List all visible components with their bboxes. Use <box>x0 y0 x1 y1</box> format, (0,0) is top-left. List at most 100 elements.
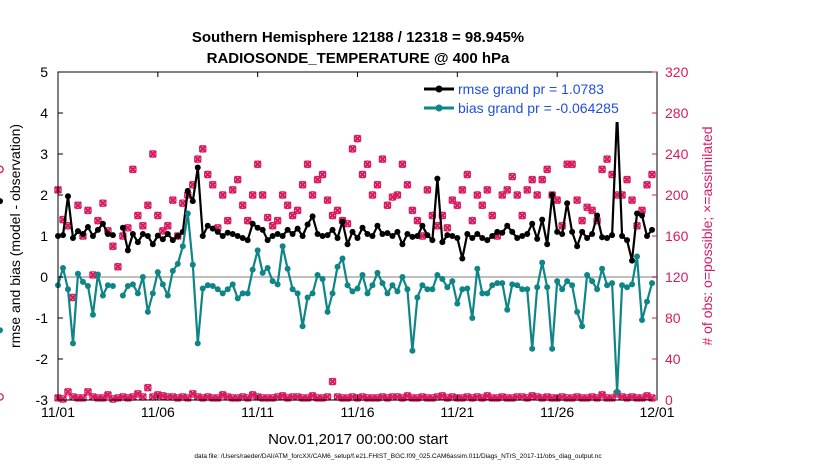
obs-series-assimilated <box>233 175 242 184</box>
obs-series-assimilated <box>528 175 537 184</box>
bias-point <box>164 292 171 299</box>
y-tick-label: -3 <box>36 392 49 408</box>
x-tick-label: 11/26 <box>540 404 574 420</box>
y-axis-label: rmse and bias (model - observation) <box>7 124 23 348</box>
bias-point <box>459 286 466 293</box>
obs-series-assimilated <box>398 160 407 169</box>
bias-point <box>404 286 411 293</box>
obs-low-assimilated <box>323 392 332 401</box>
y-right-tick-label: 280 <box>665 105 689 121</box>
bias-point <box>314 271 321 278</box>
x-axis: 11/01 11/06 11/11 11/16 11/21 11/26 12/01 <box>41 72 675 420</box>
legend-rmse-marker <box>435 85 443 93</box>
rmse-point <box>389 233 396 239</box>
rmse-point <box>394 228 401 235</box>
rmse-point <box>284 226 291 233</box>
obs-series-assimilated <box>403 180 412 189</box>
obs-series-assimilated <box>603 155 612 164</box>
obs-series-assimilated <box>113 262 122 271</box>
bias-point <box>59 264 66 271</box>
bias-point <box>284 265 291 272</box>
x-axis-label: Nov.01,2017 00:00:00 start <box>268 431 449 448</box>
rmse-point <box>309 213 316 220</box>
bias-point <box>129 281 136 288</box>
rmse-point <box>419 222 426 229</box>
obs-series-assimilated <box>293 206 302 215</box>
bias-point <box>594 286 601 293</box>
bias-point <box>474 265 481 272</box>
rmse-point <box>139 230 146 237</box>
bias-point <box>169 267 176 274</box>
bias-point <box>399 274 406 280</box>
obs-series-possible <box>193 155 202 163</box>
obs-series-assimilated <box>423 185 432 194</box>
bias-point <box>334 263 341 270</box>
obs-series-possible <box>623 175 631 184</box>
obs-series-possible <box>378 155 387 163</box>
obs-series-assimilated <box>368 191 377 199</box>
obs-low-possible <box>648 394 656 402</box>
bias-point <box>529 345 536 352</box>
bias-point <box>79 278 86 285</box>
obs-series-possible <box>173 232 182 240</box>
obs-series-assimilated <box>248 191 257 199</box>
rmse-point <box>109 232 116 239</box>
obs-series-possible <box>109 242 117 251</box>
series-layer <box>0 110 656 395</box>
obs-series-possible <box>333 206 342 215</box>
bias-point <box>259 269 266 276</box>
obs-low-possible <box>423 394 432 402</box>
obs-series-assimilated <box>208 180 217 189</box>
obs-series-assimilated <box>568 160 577 169</box>
x-tick-label: 11/21 <box>440 404 474 420</box>
bias-point <box>534 284 541 291</box>
obs-low-assimilated <box>143 383 152 392</box>
rmse-point <box>264 237 271 244</box>
obs-series-assimilated <box>128 165 137 174</box>
obs-series-assimilated <box>503 185 512 194</box>
obs-low-assimilated <box>138 392 147 401</box>
rmse-point <box>304 221 311 228</box>
rmse-point <box>529 220 536 227</box>
obs-series-assimilated <box>323 196 332 205</box>
rmse-point <box>299 233 306 239</box>
rmse-point <box>204 222 211 229</box>
x-tick-label: 11/11 <box>241 404 274 420</box>
rmse-point <box>509 228 516 235</box>
legend-bias-text: bias grand pr = -0.064285 <box>458 100 619 116</box>
rmse-point <box>569 228 576 235</box>
rmse-point <box>274 230 281 237</box>
bias-point <box>279 243 286 250</box>
bias-point <box>649 280 656 287</box>
rmse-point <box>624 237 631 244</box>
obs-series-assimilated <box>348 144 357 153</box>
rmse-point <box>589 230 596 237</box>
obs-series-possible <box>468 216 477 225</box>
bias-point <box>64 286 71 293</box>
y-axis-right-label: # of obs: o=possible; ×=assimilated <box>699 126 715 345</box>
rmse-point <box>359 224 366 231</box>
obs-series-possible <box>628 196 636 204</box>
obs-series-possible <box>588 206 596 215</box>
bias-point <box>479 290 486 297</box>
obs-low-possible <box>633 394 641 402</box>
obs-series-assimilated <box>483 185 492 194</box>
rmse-point <box>594 212 601 219</box>
legend: rmse grand pr = 1.0783 bias grand pr = -… <box>420 80 620 122</box>
obs-series-possible <box>263 213 272 222</box>
obs-series-assimilated <box>578 216 587 225</box>
obs-series-assimilated <box>523 185 532 194</box>
bias-point <box>234 295 241 302</box>
rmse-point <box>254 224 261 231</box>
obs-series-possible <box>643 180 651 189</box>
rmse-point <box>124 247 131 254</box>
obs-series-assimilated <box>223 216 232 225</box>
bias-point <box>469 315 476 321</box>
obs-low-possible <box>298 394 307 402</box>
obs-series-possible <box>84 206 92 215</box>
obs-series-possible <box>463 170 472 179</box>
obs-series-assimilated <box>598 165 607 174</box>
obs-series-possible <box>508 172 517 181</box>
chart-subtitle: RADIOSONDE_TEMPERATURE @ 400 hPa <box>207 50 510 67</box>
obs-series-possible <box>158 227 167 235</box>
